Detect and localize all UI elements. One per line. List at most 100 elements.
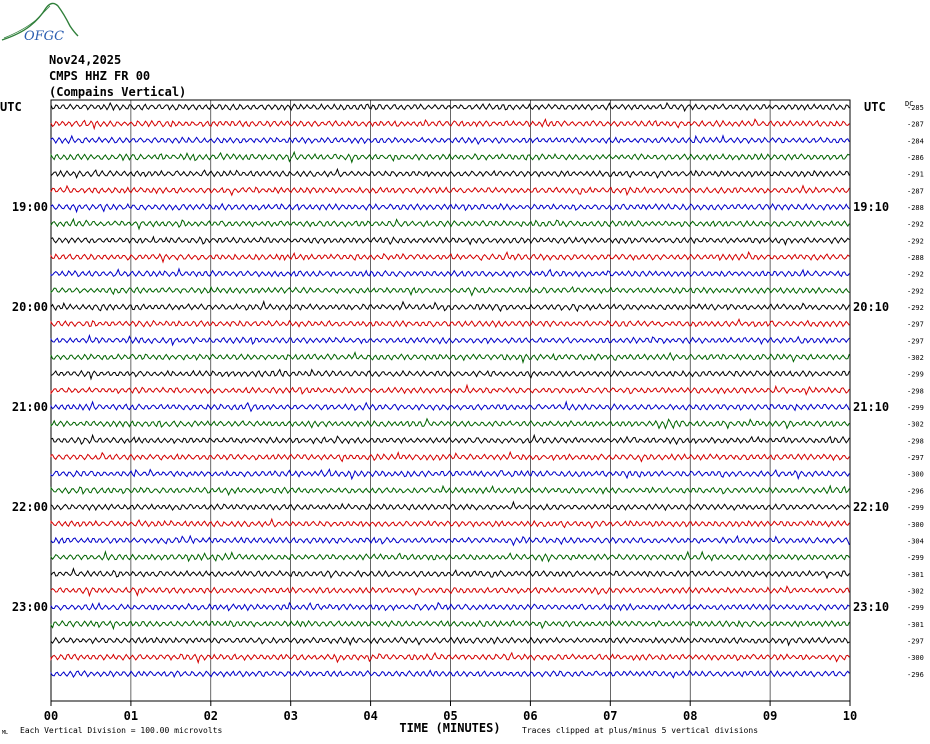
dc-offset-label: -297 <box>907 454 924 462</box>
trace-line-blue <box>50 534 850 547</box>
left-hour-label: 20:00 <box>12 300 48 314</box>
trace-line-blue <box>50 400 850 413</box>
dc-offset-label: -287 <box>907 121 924 129</box>
trace-line-black <box>50 167 850 179</box>
trace-line-green <box>50 417 850 430</box>
x-tick-label: 00 <box>44 709 58 723</box>
dc-offset-label: -296 <box>907 671 924 679</box>
trace-line-black <box>50 567 850 580</box>
x-axis-title: TIME (MINUTES) <box>399 721 500 735</box>
dc-offset-label: -286 <box>907 154 924 162</box>
dc-offset-label: -297 <box>907 337 924 345</box>
dc-offset-label: -292 <box>907 304 924 312</box>
trace-line-black <box>50 299 850 313</box>
trace-line-black <box>50 101 850 113</box>
trace-line-red <box>50 317 850 329</box>
left-hour-label: 22:00 <box>12 500 48 514</box>
x-tick-label: 07 <box>603 709 617 723</box>
x-tick-label: 03 <box>283 709 297 723</box>
trace-line-blue <box>50 134 850 146</box>
station-code: CMPS HHZ FR 00 <box>49 69 151 83</box>
x-tick-label: 09 <box>763 709 777 723</box>
x-tick-label: 02 <box>204 709 218 723</box>
x-tick-label: 06 <box>523 709 537 723</box>
dc-offset-label: -297 <box>907 321 924 329</box>
right-hour-label: 22:10 <box>853 500 889 514</box>
trace-line-red <box>50 118 850 131</box>
trace-line-blue <box>50 601 850 612</box>
dc-offset-label: -300 <box>907 521 924 529</box>
trace-line-black <box>50 235 850 246</box>
left-hour-label: 23:00 <box>12 600 48 614</box>
dc-offset-label: -299 <box>907 371 924 379</box>
dc-offset-label: -287 <box>907 187 924 195</box>
dc-offset-label: -298 <box>907 387 924 395</box>
trace-line-green <box>50 549 850 563</box>
dc-offset-label: -299 <box>907 504 924 512</box>
x-tick-label: 05 <box>443 709 457 723</box>
dc-offset-label: -288 <box>907 204 924 212</box>
chart-date: Nov24,2025 <box>49 53 122 67</box>
right-hour-label: 23:10 <box>853 600 889 614</box>
left-hour-label: 21:00 <box>12 400 48 414</box>
dc-offset-label: -301 <box>907 571 924 579</box>
trace-line-green <box>50 285 850 297</box>
right-hour-label: 19:10 <box>853 200 889 214</box>
dc-offset-label: -302 <box>907 354 924 362</box>
trace-line-blue <box>50 333 850 347</box>
x-tick-label: 04 <box>363 709 377 723</box>
right-hour-label: 20:10 <box>853 300 889 314</box>
dc-offset-label: -299 <box>907 404 924 412</box>
trace-line-red <box>50 585 850 598</box>
dc-offset-label: -302 <box>907 587 924 595</box>
dc-offset-label: -296 <box>907 487 924 495</box>
dc-offset-label: -301 <box>907 621 924 629</box>
logo-text: OFGC <box>24 29 64 44</box>
right-utc-label: UTC <box>864 100 886 114</box>
dc-offset-label: -292 <box>907 287 924 295</box>
trace-line-red <box>50 250 850 264</box>
clip-note: Traces clipped at plus/minus 5 vertical … <box>522 726 758 735</box>
dc-offset-label: -302 <box>907 421 924 429</box>
trace-line-green <box>50 484 850 497</box>
dc-offset-label: -284 <box>907 137 924 145</box>
dc-offset-label: -300 <box>907 654 924 662</box>
trace-line-green <box>50 150 850 164</box>
trace-line-green <box>50 217 850 231</box>
trace-line-blue <box>50 467 850 481</box>
dc-offset-label: -304 <box>907 537 924 545</box>
trace-line-red <box>50 651 850 665</box>
logo-mountain-icon <box>1 2 79 41</box>
dc-offset-label: -297 <box>907 637 924 645</box>
trace-line-black <box>50 636 850 647</box>
footer-mark: ML <box>2 730 8 736</box>
trace-line-red <box>50 184 850 197</box>
dc-offset-label: -285 <box>907 104 924 112</box>
dc-offset-label: -288 <box>907 254 924 262</box>
trace-line-green <box>50 619 850 631</box>
trace-line-black <box>50 500 850 512</box>
right-hour-label: 21:10 <box>853 400 889 414</box>
left-utc-label: UTC <box>0 100 22 114</box>
trace-line-red <box>50 517 850 529</box>
trace-line-red <box>50 383 850 396</box>
dc-offset-label: -292 <box>907 237 924 245</box>
dc-offset-label: -292 <box>907 221 924 229</box>
trace-line-black <box>50 368 850 381</box>
dc-offset-label: -298 <box>907 437 924 445</box>
station-location: (Compains Vertical) <box>49 85 187 99</box>
trace-line-green <box>50 350 850 365</box>
x-tick-label: 01 <box>124 709 138 723</box>
trace-line-blue <box>50 202 850 214</box>
dc-offset-label: -292 <box>907 271 924 279</box>
left-hour-label: 19:00 <box>12 200 48 214</box>
dc-offset-label: -299 <box>907 554 924 562</box>
ofgc-logo: OFGC <box>1 2 79 44</box>
dc-offset-label: -300 <box>907 471 924 479</box>
x-tick-label: 08 <box>683 709 697 723</box>
trace-line-red <box>50 450 850 463</box>
x-tick-label: 10 <box>843 709 857 723</box>
trace-line-blue <box>50 669 850 679</box>
trace-line-blue <box>50 267 850 278</box>
